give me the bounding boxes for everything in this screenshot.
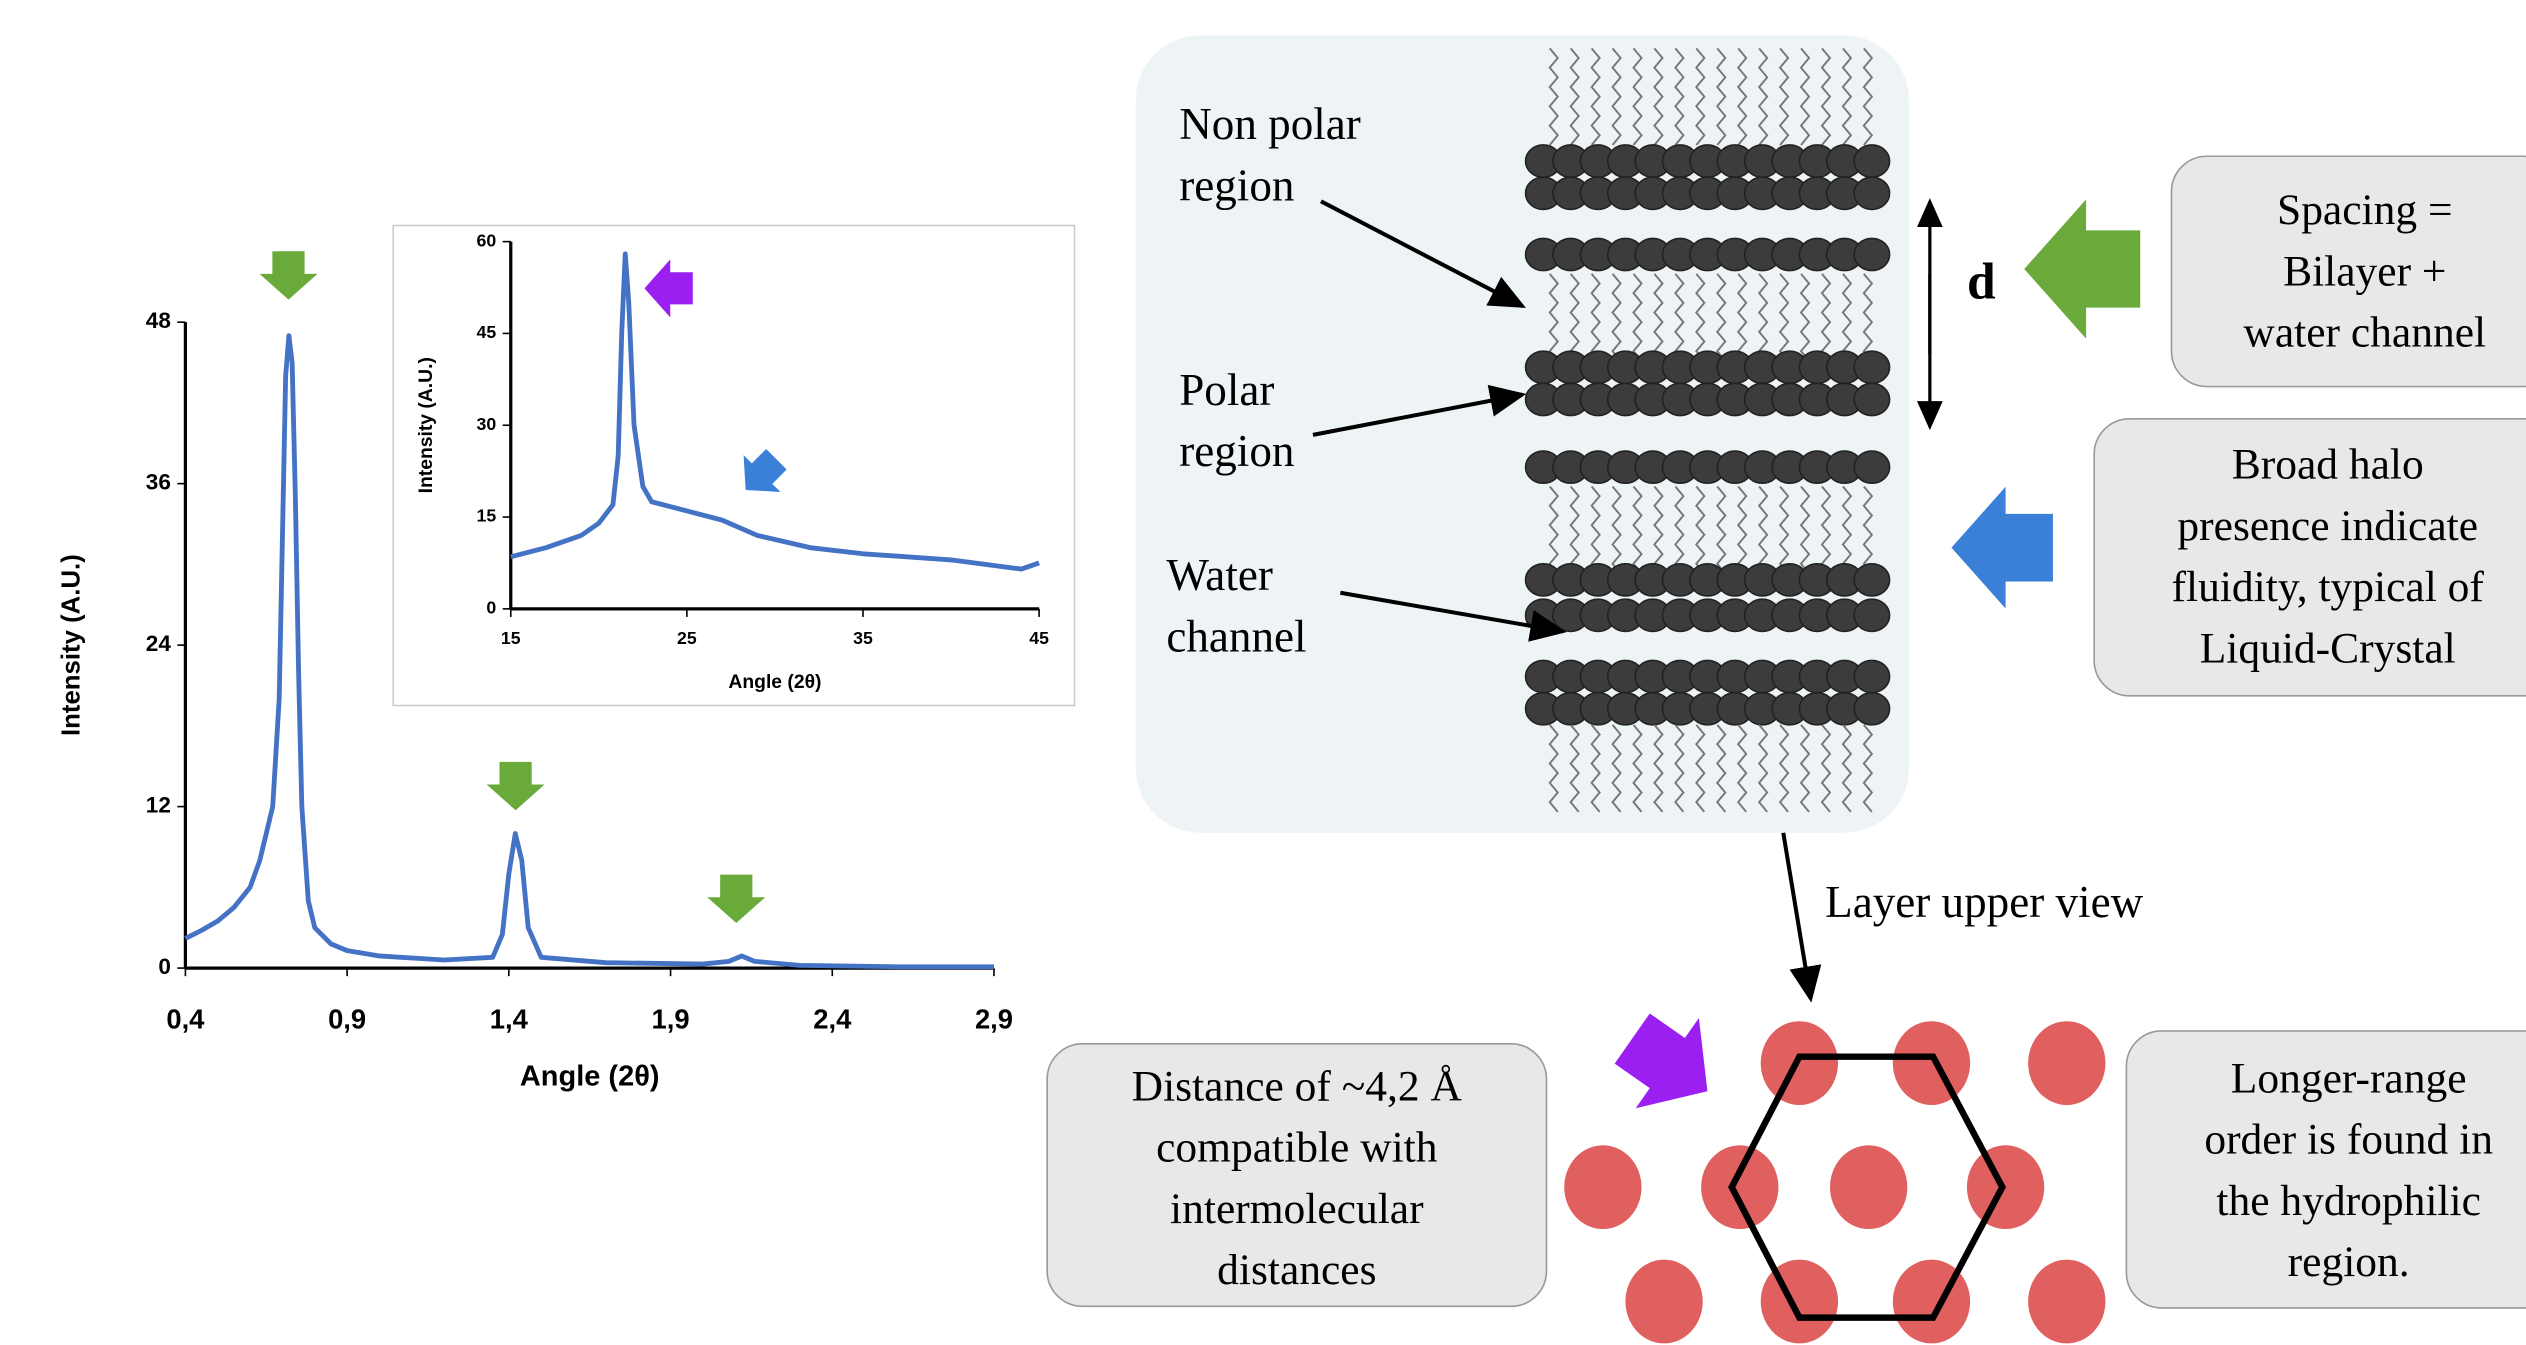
molecule (2028, 1260, 2105, 1344)
x-axis-label: Angle (2θ) (520, 1060, 660, 1092)
y-tick-label: 0 (158, 954, 171, 979)
molecule (1893, 1021, 1970, 1105)
head (1854, 238, 1889, 270)
y-tick-label: 45 (477, 322, 497, 342)
label: distances (1217, 1246, 1376, 1294)
label: presence indicate (2177, 502, 2478, 550)
label: Non polar (1179, 99, 1361, 149)
x-axis-label: Angle (2θ) (728, 672, 821, 693)
y-axis-label: Intensity (A.U.) (57, 554, 85, 736)
molecule (1701, 1145, 1778, 1229)
label: region (1179, 426, 1294, 476)
y-tick-label: 0 (486, 598, 496, 618)
head (1854, 177, 1889, 209)
y-axis-label: Intensity (A.U.) (416, 357, 437, 493)
label: region. (2288, 1238, 2410, 1286)
head (1854, 564, 1889, 596)
label: Longer-range (2231, 1054, 2467, 1102)
indicator-arrow (2024, 199, 2140, 338)
indicator-arrow (487, 762, 545, 810)
indicator-arrow (1601, 993, 1739, 1136)
indicator-arrow (1951, 487, 2052, 609)
pointer (1783, 833, 1810, 999)
head (1854, 693, 1889, 725)
label: order is found in (2204, 1116, 2493, 1164)
label: Layer upper view (1825, 877, 2143, 927)
x-tick-label: 0,4 (166, 1003, 205, 1034)
label: intermolecular (1170, 1185, 1424, 1233)
layer: 0 12 24 36 48 0,4 0,9 1,4 1,9 2,4 2,9 Angle (2θ) Int… (57, 35, 2526, 1343)
label: Water (1166, 550, 1273, 600)
label: Spacing = (2277, 186, 2452, 234)
label: Distance of ~4,2 Å (1132, 1062, 1463, 1110)
x-tick-label: 1,4 (490, 1003, 529, 1034)
indicator-arrow (259, 251, 317, 299)
x-tick-label: 45 (1029, 628, 1049, 648)
label: Bilayer + (2283, 247, 2446, 295)
label: the hydrophilic (2216, 1177, 2480, 1225)
head (1854, 145, 1889, 177)
figure: 0 12 24 36 48 0,4 0,9 1,4 1,9 2,4 2,9 Angle (2θ) Int… (0, 0, 2526, 1345)
inset-frame (393, 226, 1074, 706)
x-tick-label: 2,9 (975, 1003, 1013, 1034)
label: region (1179, 160, 1294, 210)
x-tick-label: 0,9 (328, 1003, 366, 1034)
head (1854, 660, 1889, 692)
y-tick-label: 12 (146, 793, 171, 818)
y-tick-label: 60 (477, 230, 497, 250)
indicator-arrow (707, 875, 765, 923)
head (1854, 383, 1889, 415)
molecule (1564, 1145, 1641, 1229)
y-tick-label: 48 (146, 308, 171, 333)
x-tick-label: 35 (853, 628, 873, 648)
x-tick-label: 2,4 (813, 1003, 852, 1034)
y-tick-label: 15 (477, 506, 497, 526)
x-tick-label: 1,9 (652, 1003, 690, 1034)
d-label: d (1967, 254, 1996, 311)
label: fluidity, typical of (2172, 563, 2485, 611)
y-tick-label: 24 (146, 631, 172, 656)
x-tick-label: 15 (501, 628, 521, 648)
molecule (1625, 1260, 1702, 1344)
y-tick-label: 30 (477, 414, 497, 434)
label: water channel (2243, 309, 2486, 357)
label: Liquid-Crystal (2200, 624, 2456, 672)
head (1854, 351, 1889, 383)
label: Broad halo (2232, 441, 2424, 489)
molecule (2028, 1021, 2105, 1105)
x-tick-label: 25 (677, 628, 697, 648)
label: Polar (1179, 365, 1274, 415)
label: compatible with (1156, 1124, 1438, 1172)
y-tick-label: 36 (146, 470, 171, 495)
head (1854, 599, 1889, 631)
head (1854, 451, 1889, 483)
label: channel (1166, 611, 1306, 661)
molecule (1830, 1145, 1907, 1229)
